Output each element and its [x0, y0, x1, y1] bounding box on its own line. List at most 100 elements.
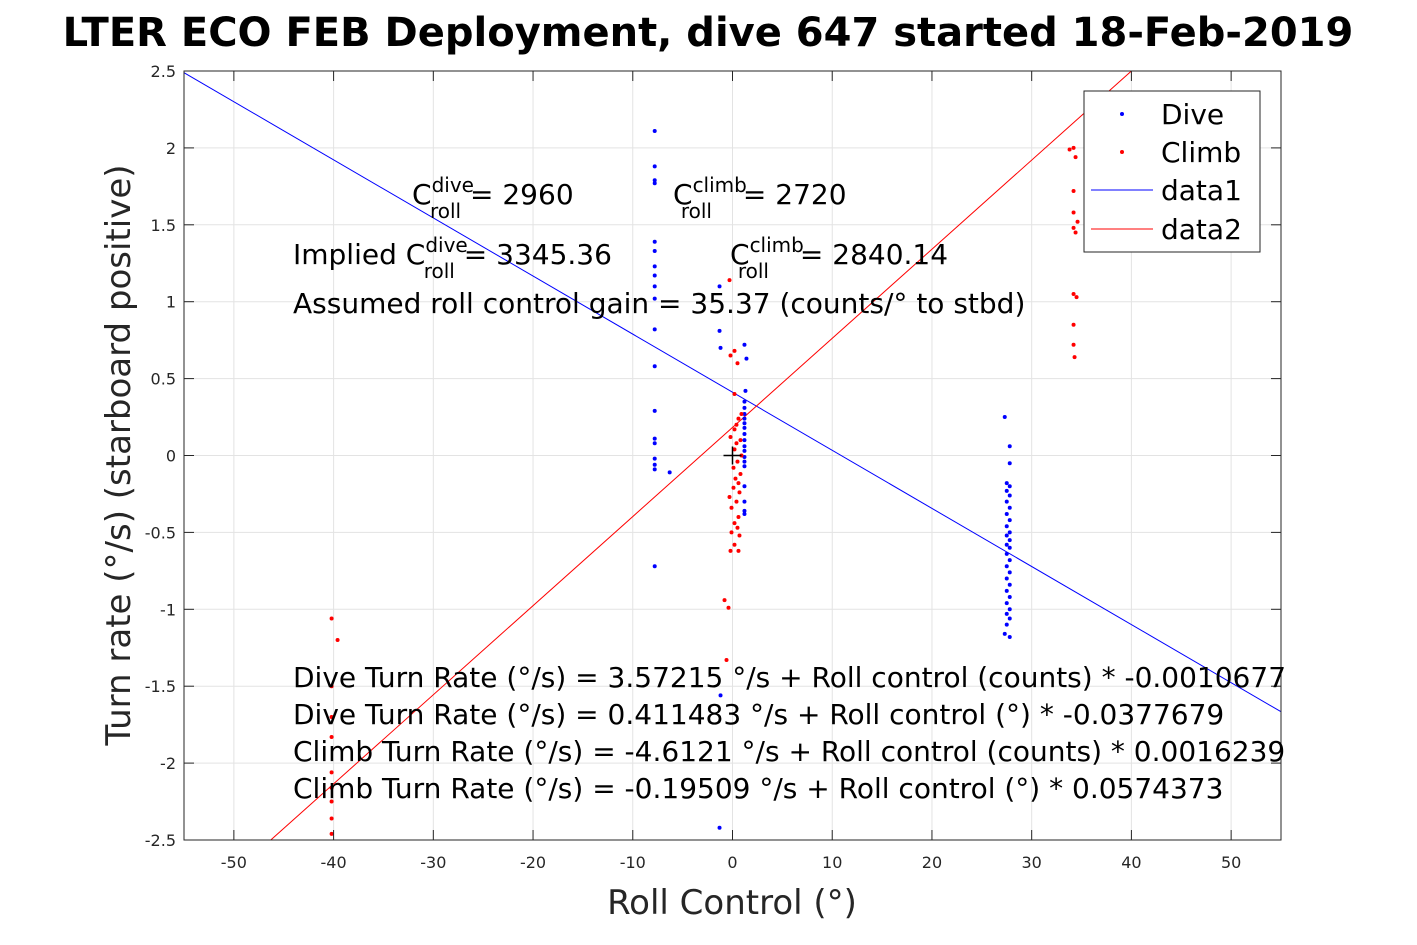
data-point-climb	[329, 816, 334, 821]
x-tick-label: 20	[922, 853, 942, 872]
data-point-climb	[1071, 188, 1076, 193]
data-point-climb	[329, 714, 334, 719]
data-point-dive	[742, 448, 747, 453]
data-point-climb	[335, 638, 340, 643]
data-point-climb	[735, 459, 740, 464]
data-point-climb	[1074, 295, 1079, 300]
data-point-climb	[732, 427, 737, 432]
data-point-climb	[736, 515, 741, 520]
y-tick-label: -1.5	[145, 677, 176, 696]
data-point-dive	[742, 438, 747, 443]
data-point-climb	[738, 438, 743, 443]
data-point-dive	[1007, 518, 1012, 523]
data-point-climb	[726, 605, 731, 610]
data-point-dive	[652, 264, 657, 269]
data-point-dive	[742, 508, 747, 513]
data-point-climb	[734, 441, 739, 446]
data-point-dive	[1004, 601, 1009, 606]
data-point-climb	[727, 495, 732, 500]
y-tick-label: -0.5	[145, 523, 176, 542]
data-point-dive	[1007, 594, 1012, 599]
data-point-dive	[652, 248, 657, 253]
y-tick-label: -1	[160, 600, 176, 619]
data-point-climb	[734, 499, 739, 504]
legend-label-data2: data2	[1161, 213, 1242, 246]
data-point-dive	[652, 467, 657, 472]
data-point-dive	[1007, 484, 1012, 489]
annotation-fit-line: Dive Turn Rate (°/s) = 0.411483 °/s + Ro…	[293, 698, 1224, 731]
data-point-dive	[742, 511, 747, 516]
legend-box	[1083, 90, 1261, 253]
data-point-climb	[735, 361, 740, 366]
data-point-climb	[734, 422, 739, 427]
data-point-dive	[742, 444, 747, 449]
data-point-dive	[1007, 570, 1012, 575]
data-point-dive	[743, 388, 748, 393]
data-point-climb	[727, 278, 732, 283]
legend-label-climb: Climb	[1161, 136, 1241, 169]
legend-swatch-climb	[1120, 150, 1124, 154]
y-tick-label: 1	[166, 293, 176, 312]
data-point-climb	[329, 684, 334, 689]
data-point-climb	[732, 521, 737, 526]
y-tick-label: -2.5	[145, 831, 176, 850]
data-point-dive	[1007, 461, 1012, 466]
data-point-dive	[652, 441, 657, 446]
data-point-dive	[717, 825, 722, 830]
axis-ticks: -50 -40 -30 -20 -10 0 10 20 30 40 50-2.5-2-1.5-1-0…	[145, 62, 1281, 872]
data-point-climb	[1071, 210, 1076, 215]
legend-swatch-dive	[1120, 112, 1124, 116]
data-point-dive	[1007, 607, 1012, 612]
data-point-climb	[732, 348, 737, 353]
data-point-dive	[1004, 564, 1009, 569]
data-point-dive	[652, 178, 657, 183]
data-point-dive	[742, 459, 747, 464]
y-tick-label: -2	[160, 754, 176, 773]
data-point-climb	[329, 785, 334, 790]
data-point-dive	[742, 431, 747, 436]
data-point-climb	[728, 353, 733, 358]
data-point-dive	[717, 328, 722, 333]
data-point-climb	[329, 799, 334, 804]
data-point-climb	[731, 485, 736, 490]
data-point-dive	[742, 455, 747, 460]
data-point-dive	[1007, 444, 1012, 449]
x-tick-label: -30	[420, 853, 446, 872]
data-point-dive	[1004, 499, 1009, 504]
legend: Dive Climb data1 data2	[1083, 90, 1261, 253]
data-point-dive	[1004, 511, 1009, 516]
data-point-dive	[1007, 616, 1012, 621]
series-line-data2	[270, 70, 1132, 841]
data-point-dive	[744, 356, 749, 361]
data-point-climb	[738, 471, 743, 476]
data-point-climb	[329, 734, 334, 739]
data-point-climb	[329, 831, 334, 836]
data-point-dive	[1004, 481, 1009, 486]
data-point-dive	[652, 408, 657, 413]
data-point-dive	[652, 462, 657, 467]
data-point-dive	[1004, 551, 1009, 556]
data-point-dive	[1007, 538, 1012, 543]
data-point-climb	[729, 530, 734, 535]
data-point-dive	[742, 411, 747, 416]
data-point-dive	[652, 327, 657, 332]
data-point-dive	[1004, 488, 1009, 493]
series-line-data1	[183, 72, 1282, 713]
data-point-dive	[742, 405, 747, 410]
data-point-climb	[1071, 292, 1076, 297]
x-tick-label: -40	[321, 853, 347, 872]
data-point-dive	[742, 499, 747, 504]
y-tick-label: 0	[166, 447, 176, 466]
annotation-c-climb: Cclimb roll = 2720	[673, 173, 847, 223]
data-point-climb	[1067, 147, 1072, 152]
data-point-dive	[652, 364, 657, 369]
y-tick-label: 0.5	[151, 370, 176, 389]
data-point-dive	[742, 464, 747, 469]
data-point-dive	[1004, 576, 1009, 581]
data-point-dive	[652, 181, 657, 186]
data-point-dive	[652, 564, 657, 569]
data-point-dive	[652, 164, 657, 169]
y-tick-label: 2.5	[151, 62, 176, 81]
data-point-climb	[733, 476, 738, 481]
